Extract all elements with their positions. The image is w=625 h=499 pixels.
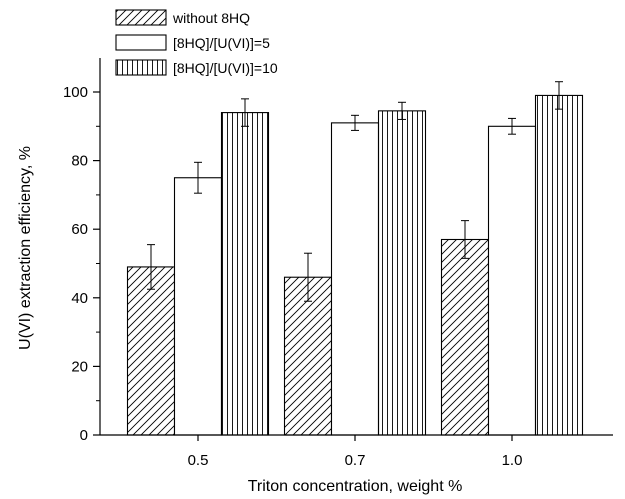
legend-swatch: [115, 59, 167, 76]
y-tick-label: 20: [71, 358, 88, 375]
error-bar: [194, 161, 202, 194]
bar-2-1.0: [487, 125, 537, 436]
legend: without 8HQ [8HQ]/[U(VI)]=5 [8HQ]/[U(VI)]=…: [115, 9, 278, 76]
y-tick-label: 40: [71, 290, 88, 307]
y-tick-label: 100: [63, 84, 88, 101]
error-bar: [398, 101, 406, 120]
x-tick-label: 0.7: [345, 452, 366, 469]
legend-item-1: without 8HQ: [115, 9, 250, 26]
error-bar: [351, 114, 359, 131]
y-tick-label: 60: [71, 221, 88, 238]
legend-label: [8HQ]/[U(VI)]=5: [173, 35, 270, 51]
bar-1-0.7: [283, 276, 333, 436]
y-axis-title: U(VI) extraction efficiency, %: [17, 146, 34, 350]
legend-label: [8HQ]/[U(VI)]=10: [173, 60, 278, 76]
bar-2-0.5: [173, 177, 223, 436]
error-bar: [241, 98, 249, 127]
error-bar: [508, 117, 516, 135]
legend-swatch: [115, 34, 167, 51]
bars-layer: [126, 94, 584, 436]
x-tick-label: 0.5: [188, 452, 209, 469]
legend-swatch: [115, 9, 167, 26]
x-tick-label: 1.0: [502, 452, 523, 469]
bar-3-0.5: [220, 112, 270, 436]
bar-2-0.7: [330, 122, 380, 436]
error-bar: [461, 220, 469, 259]
y-tick-label: 0: [80, 427, 88, 444]
error-bar: [304, 252, 312, 302]
x-axis-ticks: 0.5 0.7 1.0: [188, 435, 523, 469]
error-bars-layer: [147, 81, 563, 302]
y-tick-label: 80: [71, 153, 88, 170]
bar-1-1.0: [440, 238, 490, 436]
error-bar: [555, 81, 563, 110]
error-bar: [147, 244, 155, 290]
legend-item-3: [8HQ]/[U(VI)]=10: [115, 59, 278, 76]
legend-label: without 8HQ: [172, 10, 250, 26]
bar-1-0.5: [126, 266, 176, 436]
y-axis-ticks: 0 20 40 60 80 100: [63, 84, 100, 444]
bar-3-1.0: [534, 94, 584, 436]
legend-item-2: [8HQ]/[U(VI)]=5: [115, 34, 270, 51]
bar-3-0.7: [377, 110, 427, 436]
x-axis-title: Triton concentration, weight %: [248, 478, 463, 495]
